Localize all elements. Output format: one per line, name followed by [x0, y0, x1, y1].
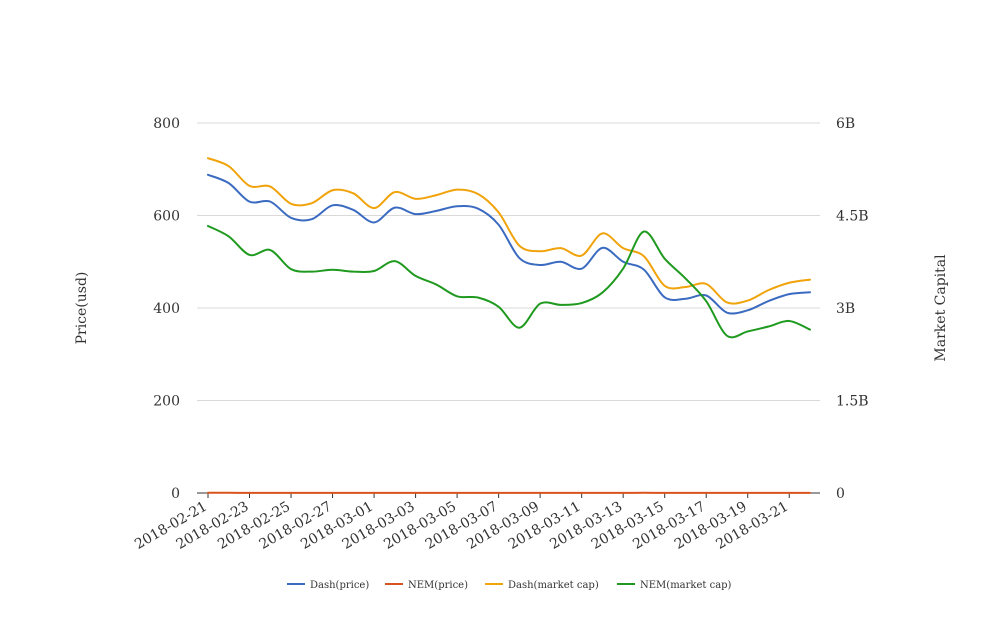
legend-label: Dash(price): [310, 580, 369, 591]
left-tick-label: 400: [153, 301, 180, 317]
legend-label: Dash(market cap): [508, 580, 599, 591]
series-line-dash-price: [208, 175, 810, 314]
right-tick-label: 3B: [836, 301, 855, 317]
legend-item[interactable]: NEM(price): [385, 580, 468, 591]
series-lines: [208, 158, 810, 493]
x-axis-ticks: 2018-02-212018-02-232018-02-252018-02-27…: [132, 493, 791, 553]
legend-label: NEM(price): [408, 580, 468, 591]
right-tick-label: 6B: [836, 116, 855, 132]
legend-item[interactable]: Dash(price): [287, 580, 369, 591]
series-line-dash-market-cap: [208, 158, 810, 303]
legend[interactable]: Dash(price) NEM(price) Dash(market cap) NEM…: [287, 580, 732, 591]
legend-item[interactable]: Dash(market cap): [485, 580, 599, 591]
left-axis-title: Price(usd): [74, 272, 90, 345]
legend-label: NEM(market cap): [640, 580, 732, 591]
left-tick-label: 200: [153, 394, 180, 410]
left-axis-ticks: 0 200 400 600 800: [153, 116, 180, 502]
left-tick-label: 0: [171, 486, 180, 502]
left-tick-label: 800: [153, 116, 180, 132]
gridlines: [197, 123, 820, 493]
left-tick-label: 600: [153, 209, 180, 225]
right-tick-label: 1.5B: [836, 394, 869, 410]
right-tick-label: 4.5B: [836, 209, 869, 225]
right-axis-title: Market Capital: [933, 254, 949, 362]
right-tick-label: 0: [836, 486, 845, 502]
right-axis-ticks: 0 1.5B 3B 4.5B 6B: [836, 116, 869, 502]
legend-item[interactable]: NEM(market cap): [617, 580, 732, 591]
